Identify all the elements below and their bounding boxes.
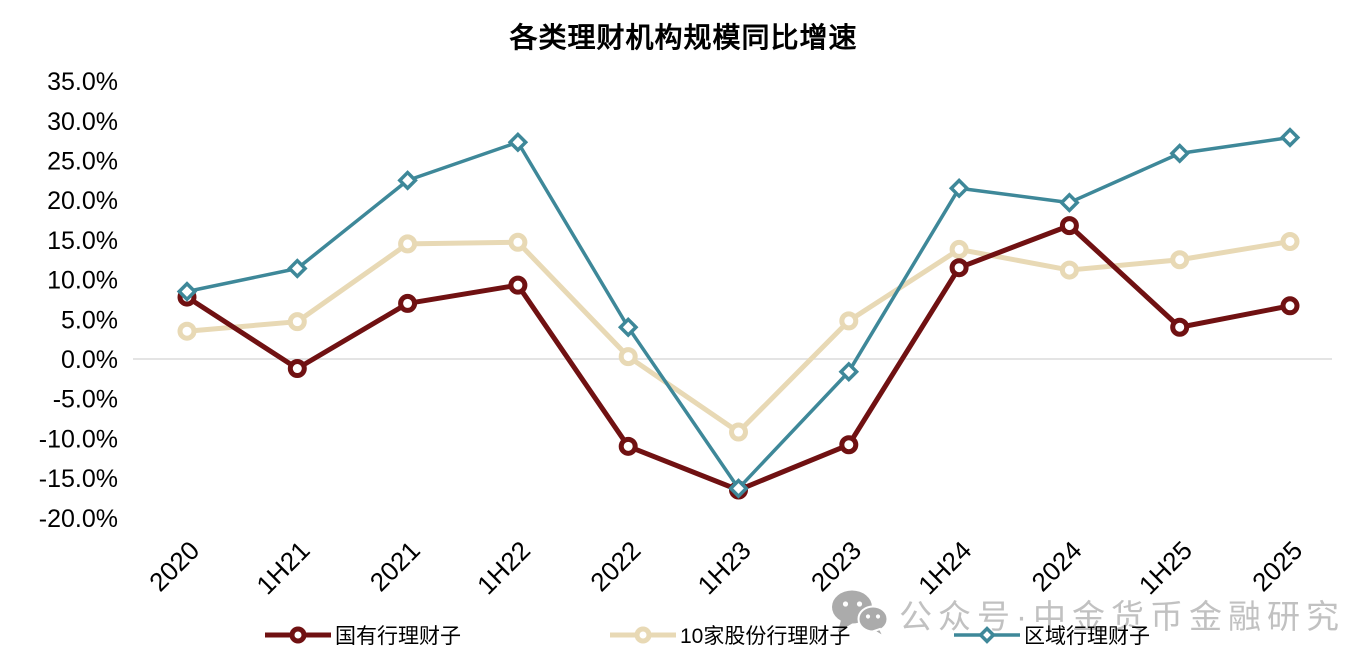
y-tick-label: 10.0%	[47, 267, 118, 295]
data-point	[1280, 296, 1300, 316]
legend: 国有行理财子 10家股份行理财子 区域行理财子	[0, 620, 1367, 654]
series-0	[177, 216, 1300, 500]
data-point	[838, 361, 860, 382]
data-point	[398, 293, 418, 313]
data-point	[1280, 231, 1300, 251]
data-point	[177, 321, 197, 341]
legend-item-0: 国有行理财子	[265, 620, 461, 650]
watermark-text: 公众号·中金货币金融研究	[899, 598, 1345, 635]
data-point	[176, 281, 198, 302]
legend-label: 国有行理财子	[335, 625, 461, 648]
data-point	[398, 234, 418, 254]
data-point	[1169, 143, 1190, 164]
legend-circle-marker	[610, 626, 676, 644]
data-point	[287, 312, 307, 332]
data-point	[508, 232, 528, 252]
y-tick-label: -15.0%	[39, 465, 118, 493]
data-point	[507, 131, 529, 153]
data-point	[728, 478, 749, 499]
data-point	[1170, 317, 1190, 337]
data-point	[949, 239, 969, 259]
y-tick-label: 15.0%	[47, 227, 118, 255]
legend-diamond-marker	[954, 626, 1020, 644]
data-point	[1059, 192, 1080, 213]
y-tick-label: 0.0%	[61, 346, 118, 374]
y-tick-label: -5.0%	[53, 386, 118, 414]
legend-circle-marker	[265, 626, 331, 644]
data-point	[839, 435, 859, 455]
y-tick-label: -20.0%	[39, 505, 118, 533]
x-tick-label: 2021	[364, 535, 426, 597]
legend-label: 区域行理财子	[1024, 625, 1150, 648]
x-tick-label: 2023	[805, 535, 867, 597]
data-point	[839, 311, 859, 331]
x-tick-label: 2024	[1026, 535, 1088, 597]
x-tick-label: 1H22	[471, 535, 536, 600]
data-point	[729, 422, 748, 442]
x-tick-label: 2020	[143, 535, 205, 597]
data-point	[1059, 260, 1079, 280]
series-1	[177, 231, 1300, 442]
x-tick-label: 1H23	[692, 535, 757, 600]
chart-title: 各类理财机构规模同比增速	[509, 22, 858, 53]
data-point	[287, 258, 308, 279]
legend-item-1: 10家股份行理财子	[610, 620, 850, 650]
legend-label: 10家股份行理财子	[680, 625, 851, 648]
x-tick-label: 1H21	[250, 535, 315, 600]
y-tick-label: 5.0%	[61, 306, 118, 334]
watermark: 公众号·中金货币金融研究	[831, 590, 1345, 638]
y-tick-label: 35.0%	[47, 68, 118, 96]
data-point	[1170, 250, 1190, 270]
wechat-icon	[832, 590, 889, 638]
x-tick-label: 2025	[1246, 535, 1308, 597]
data-point	[617, 316, 639, 338]
data-point	[1059, 216, 1079, 236]
y-tick-label: 25.0%	[47, 148, 118, 176]
data-point	[948, 178, 970, 199]
x-tick-label: 1H24	[912, 535, 977, 600]
y-axis-labels: 35.0% 30.0% 25.0% 20.0% 15.0% 10.0% 5.0% 0.0% -5…	[39, 68, 118, 533]
series-2	[176, 127, 1301, 499]
data-point	[618, 347, 638, 367]
x-tick-label: 1H25	[1133, 535, 1198, 600]
y-tick-label: -10.0%	[39, 425, 118, 453]
data-point	[397, 170, 418, 191]
data-point	[618, 436, 638, 456]
x-axis-labels: 2020 1H21 2021 1H22 2022 1H23 2023 1H24 2024 1H25…	[143, 535, 1308, 600]
y-tick-label: 30.0%	[47, 108, 118, 136]
y-tick-label: 20.0%	[47, 187, 118, 215]
data-point	[1279, 127, 1301, 148]
data-point	[508, 275, 528, 295]
data-point	[949, 258, 969, 278]
data-point	[287, 359, 307, 379]
legend-item-2: 区域行理财子	[954, 620, 1150, 650]
x-tick-label: 2022	[584, 535, 646, 597]
